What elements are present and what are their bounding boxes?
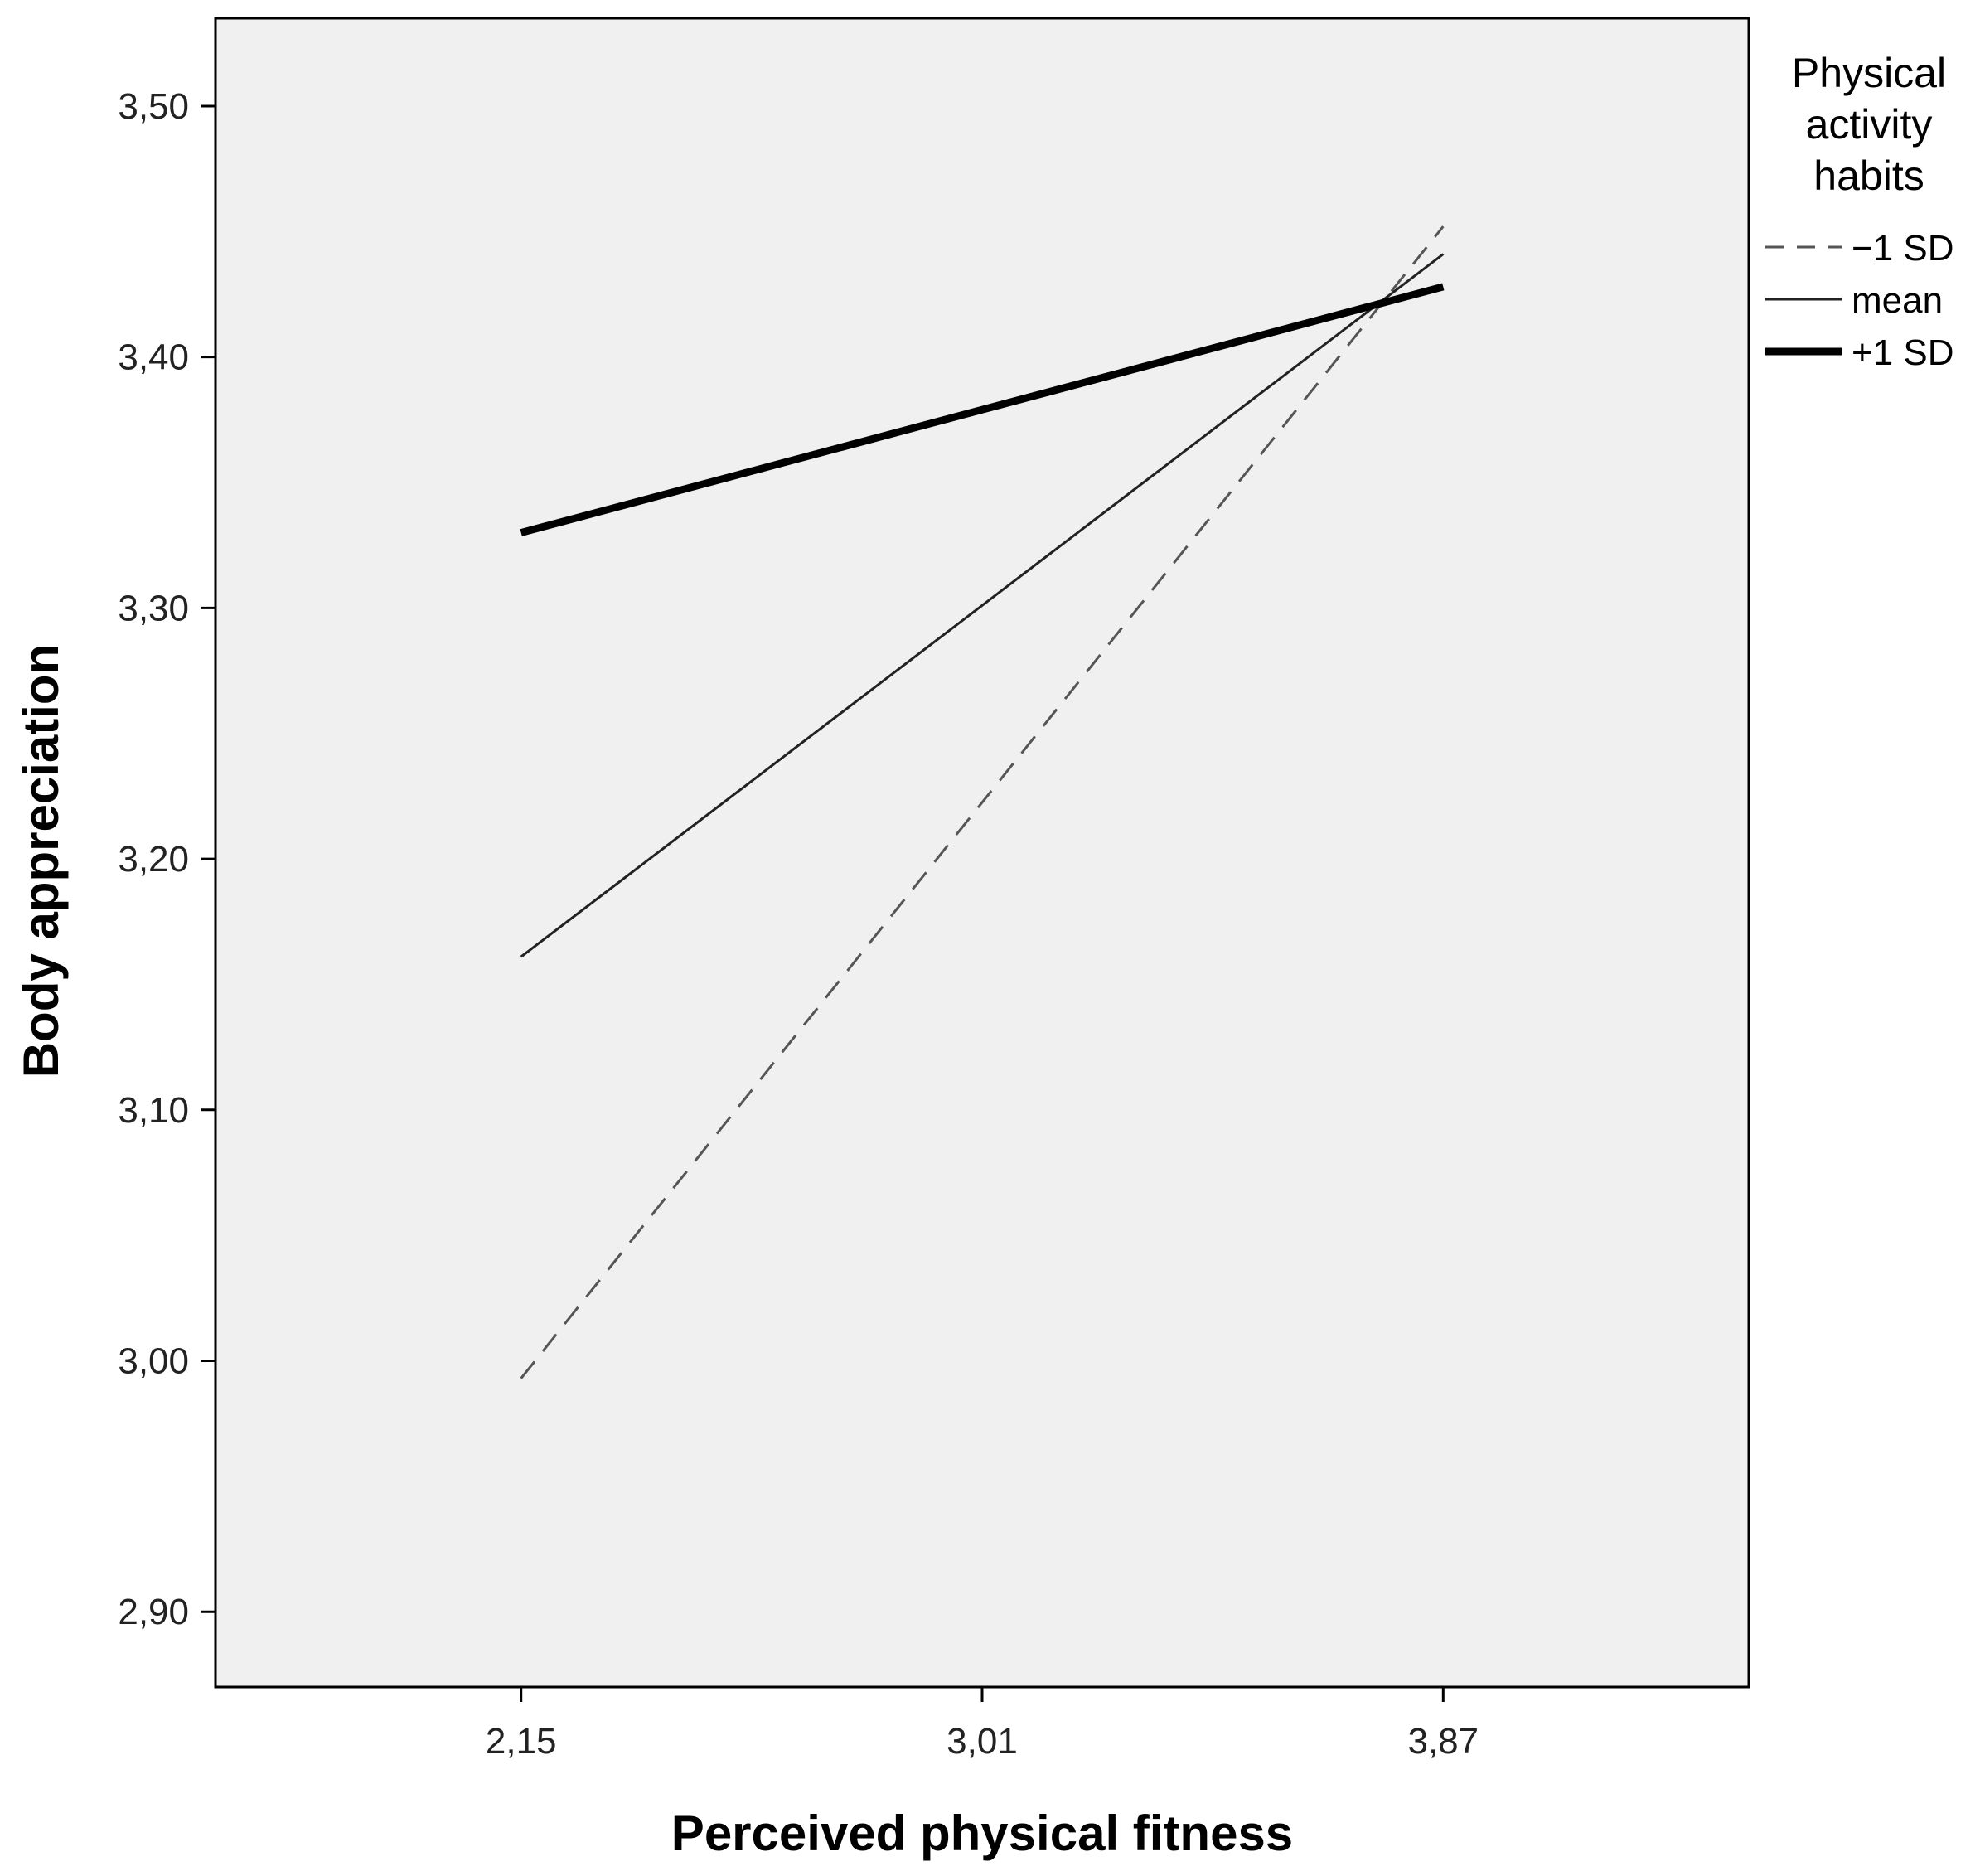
y-tick-label: 3,10 xyxy=(118,1090,189,1131)
legend: Physical activity habits −1 SD mean +1 SD xyxy=(1765,50,1954,373)
legend-label: mean xyxy=(1852,280,1943,321)
x-axis-title: Perceived physical fitness xyxy=(671,1806,1293,1861)
x-tick-label: 3,01 xyxy=(947,1721,1018,1762)
legend-title-line: activity xyxy=(1806,101,1933,148)
legend-label: +1 SD xyxy=(1852,332,1954,373)
y-tick-label: 3,30 xyxy=(118,588,189,628)
y-tick-label: 3,20 xyxy=(118,839,189,880)
legend-title-line: habits xyxy=(1813,153,1924,199)
legend-label: −1 SD xyxy=(1852,228,1954,269)
series-line-1 xyxy=(520,253,1445,958)
x-tick-label: 2,15 xyxy=(486,1721,557,1762)
y-tick-label: 2,90 xyxy=(118,1592,189,1632)
y-axis: 2,90 3,00 3,10 3,20 3,30 3,40 3,50 xyxy=(118,86,215,1632)
y-tick-label: 3,50 xyxy=(118,86,189,127)
series-line-0 xyxy=(520,225,1445,1379)
y-tick-label: 3,00 xyxy=(118,1340,189,1381)
series-line-2 xyxy=(520,283,1445,536)
series-lines xyxy=(520,225,1445,1379)
y-tick-label: 3,40 xyxy=(118,337,189,378)
plot-area xyxy=(214,17,1750,1689)
legend-title-line: Physical xyxy=(1792,50,1946,96)
x-axis: 2,15 3,01 3,87 xyxy=(486,1687,1479,1762)
y-axis-title: Body appreciation xyxy=(13,644,69,1078)
x-tick-label: 3,87 xyxy=(1407,1721,1479,1762)
